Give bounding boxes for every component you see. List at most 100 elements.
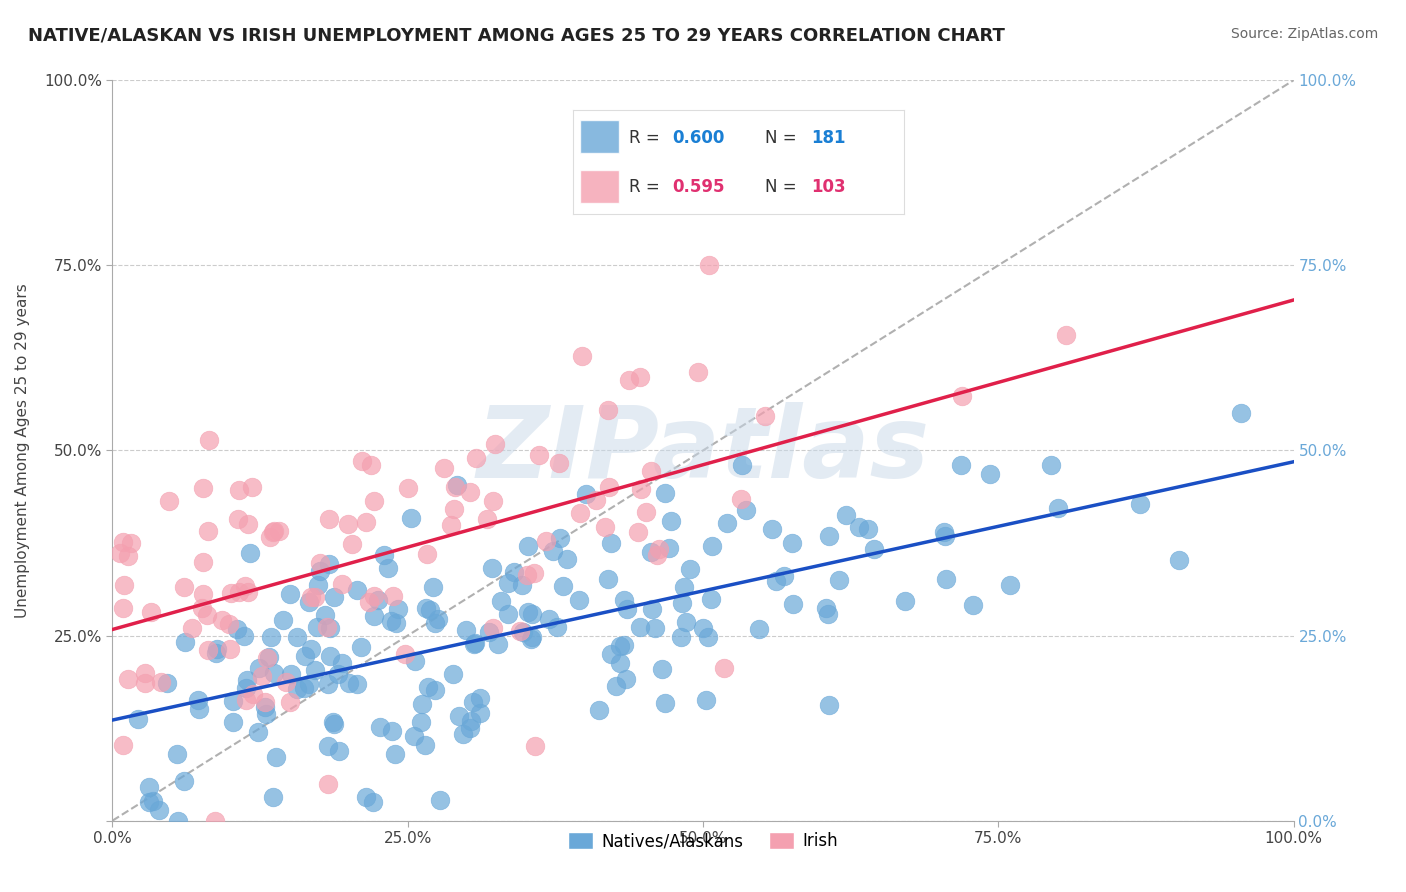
Natives/Alaskans — [962, 598, 984, 612]
Natives/Alaskans — [429, 792, 451, 806]
Natives/Alaskans — [305, 620, 328, 634]
Natives/Alaskans — [257, 650, 280, 665]
Natives/Alaskans — [235, 681, 257, 695]
Natives/Alaskans — [575, 486, 598, 500]
Natives/Alaskans — [517, 606, 540, 620]
Natives/Alaskans — [702, 539, 724, 553]
Irish — [256, 650, 278, 665]
Irish — [598, 480, 620, 494]
Natives/Alaskans — [489, 593, 512, 607]
Natives/Alaskans — [654, 486, 676, 500]
Natives/Alaskans — [761, 522, 783, 536]
Natives/Alaskans — [935, 572, 957, 586]
Irish — [316, 620, 339, 634]
Natives/Alaskans — [384, 747, 406, 762]
Natives/Alaskans — [605, 679, 627, 693]
Text: NATIVE/ALASKAN VS IRISH UNEMPLOYMENT AMONG AGES 25 TO 29 YEARS CORRELATION CHART: NATIVE/ALASKAN VS IRISH UNEMPLOYMENT AMO… — [28, 27, 1005, 45]
Irish — [180, 621, 202, 635]
Natives/Alaskans — [697, 631, 720, 645]
Irish — [458, 484, 481, 499]
Natives/Alaskans — [411, 714, 433, 729]
Natives/Alaskans — [644, 621, 666, 635]
Natives/Alaskans — [318, 676, 340, 690]
Natives/Alaskans — [782, 597, 804, 611]
Irish — [950, 389, 973, 403]
Natives/Alaskans — [814, 600, 837, 615]
Irish — [278, 695, 301, 709]
Natives/Alaskans — [266, 749, 288, 764]
Natives/Alaskans — [451, 727, 474, 741]
Irish — [240, 480, 263, 494]
Irish — [120, 536, 142, 550]
Natives/Alaskans — [700, 592, 723, 607]
Irish — [640, 464, 662, 478]
Natives/Alaskans — [166, 747, 188, 762]
Natives/Alaskans — [862, 541, 884, 556]
Irish — [117, 672, 139, 686]
Natives/Alaskans — [949, 458, 972, 472]
Natives/Alaskans — [246, 725, 269, 739]
Irish — [443, 502, 465, 516]
Irish — [336, 517, 359, 532]
Natives/Alaskans — [387, 602, 409, 616]
Natives/Alaskans — [817, 529, 839, 543]
Natives/Alaskans — [1046, 501, 1069, 516]
Natives/Alaskans — [1230, 407, 1253, 421]
Natives/Alaskans — [319, 649, 342, 664]
Irish — [617, 373, 640, 387]
Irish — [754, 409, 776, 424]
Irish — [254, 696, 277, 710]
Natives/Alaskans — [998, 578, 1021, 592]
Irish — [274, 674, 297, 689]
Irish — [141, 605, 163, 619]
Irish — [360, 458, 382, 472]
Irish — [204, 814, 226, 828]
Natives/Alaskans — [541, 544, 564, 558]
Natives/Alaskans — [205, 642, 228, 657]
Irish — [269, 524, 291, 538]
Natives/Alaskans — [233, 629, 256, 643]
Natives/Alaskans — [226, 622, 249, 636]
Natives/Alaskans — [298, 677, 321, 691]
Natives/Alaskans — [278, 587, 301, 601]
Natives/Alaskans — [411, 698, 433, 712]
Natives/Alaskans — [654, 696, 676, 710]
Natives/Alaskans — [156, 675, 179, 690]
Natives/Alaskans — [818, 698, 841, 712]
Irish — [193, 555, 215, 569]
Natives/Alaskans — [350, 640, 373, 655]
Natives/Alaskans — [205, 646, 228, 660]
Natives/Alaskans — [658, 541, 681, 555]
Irish — [191, 600, 214, 615]
Natives/Alaskans — [346, 582, 368, 597]
Natives/Alaskans — [454, 624, 477, 638]
Irish — [308, 556, 330, 570]
Irish — [1054, 328, 1077, 343]
Irish — [350, 454, 373, 468]
Natives/Alaskans — [695, 693, 717, 707]
Natives/Alaskans — [555, 552, 578, 566]
Natives/Alaskans — [512, 625, 534, 640]
Natives/Alaskans — [934, 529, 956, 543]
Natives/Alaskans — [731, 458, 754, 473]
Natives/Alaskans — [418, 680, 440, 694]
Irish — [233, 578, 256, 592]
Irish — [688, 365, 710, 379]
Irish — [569, 506, 592, 520]
Irish — [173, 580, 195, 594]
Natives/Alaskans — [222, 694, 245, 708]
Irish — [363, 589, 385, 603]
Natives/Alaskans — [468, 691, 491, 706]
Irish — [195, 608, 218, 623]
Natives/Alaskans — [314, 607, 336, 622]
Natives/Alaskans — [517, 539, 540, 553]
Natives/Alaskans — [934, 525, 956, 540]
Irish — [627, 524, 650, 539]
Natives/Alaskans — [247, 661, 270, 675]
Natives/Alaskans — [337, 676, 360, 690]
Natives/Alaskans — [363, 609, 385, 624]
Natives/Alaskans — [460, 714, 482, 728]
Natives/Alaskans — [298, 595, 321, 609]
Natives/Alaskans — [679, 562, 702, 576]
Natives/Alaskans — [496, 576, 519, 591]
